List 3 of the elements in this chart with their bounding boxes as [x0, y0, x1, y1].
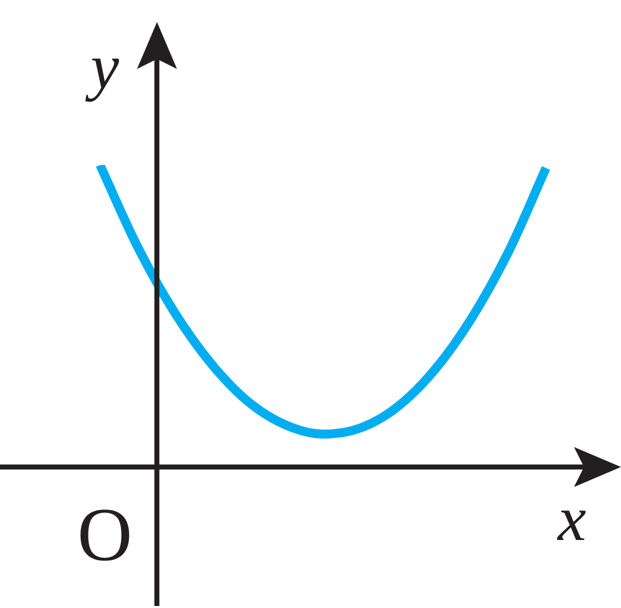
y-axis-title: y [84, 31, 120, 102]
text: O [77, 493, 132, 577]
x-axis-title: x [556, 483, 586, 554]
